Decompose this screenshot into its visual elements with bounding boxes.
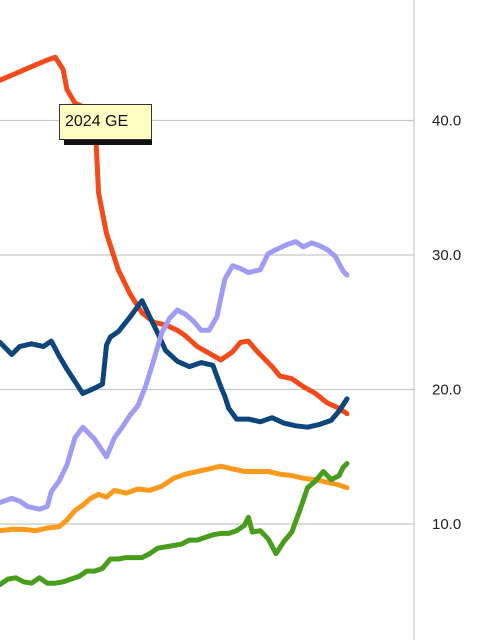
- series-2: [0, 239, 350, 512]
- y-tick-labels: 10.0 20.0 30.0 40.0: [432, 113, 461, 534]
- y-tick-label: 30.0: [432, 247, 461, 264]
- y-tick-label: 10.0: [432, 516, 461, 533]
- annotation-tooltip[interactable]: 2024 GE: [59, 104, 152, 145]
- tooltip-label: 2024 GE: [59, 104, 152, 140]
- plot-background: [0, 0, 414, 640]
- series-layer: [0, 54, 350, 587]
- series-4: [0, 461, 350, 587]
- y-tick-label: 20.0: [432, 382, 461, 399]
- y-tick-label: 40.0: [432, 113, 461, 130]
